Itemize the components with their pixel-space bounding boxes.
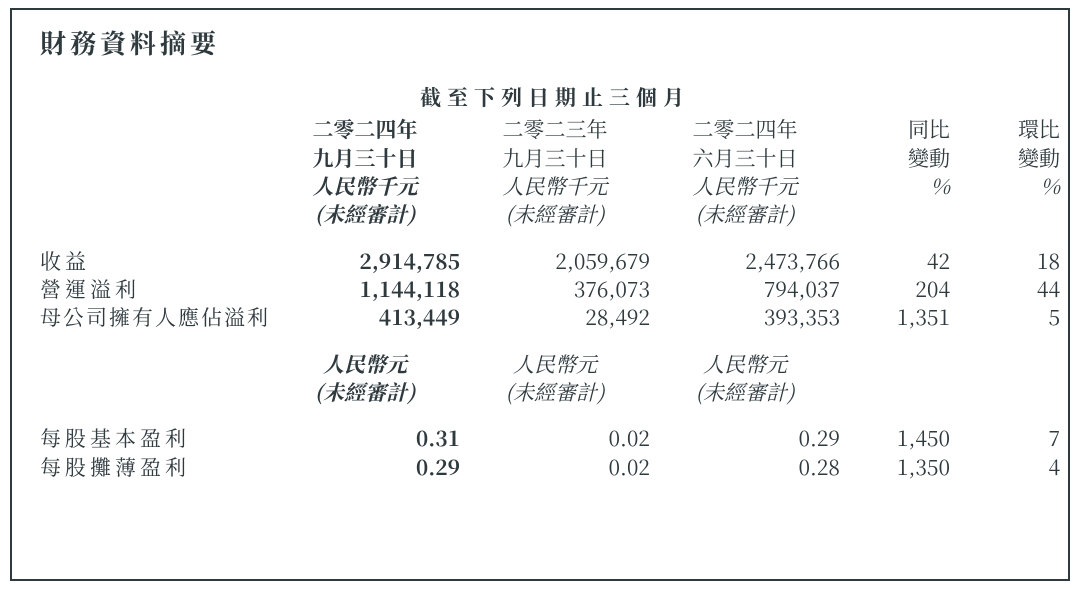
- cell-value: 5: [950, 303, 1060, 331]
- sub-col-a-unit: 人民幣元: [270, 350, 460, 378]
- col-d-label1: 同比: [840, 115, 950, 143]
- col-c-note: (未經審計): [650, 200, 840, 228]
- cell-value: 0.02: [460, 424, 650, 452]
- col-b-unit: 人民幣千元: [460, 172, 650, 200]
- table-row: 母公司擁有人應佔溢利 413,449 28,492 393,353 1,351 …: [40, 303, 1060, 331]
- header-row-note: (未經審計) (未經審計) (未經審計): [40, 200, 1060, 228]
- table-row: 收益 2,914,785 2,059,679 2,473,766 42 18: [40, 247, 1060, 275]
- sub-col-c-unit: 人民幣元: [650, 350, 840, 378]
- cell-value: 28,492: [460, 303, 650, 331]
- cell-value: 4: [950, 453, 1060, 481]
- cell-value: 7: [950, 424, 1060, 452]
- col-c-date: 六月三十日: [650, 144, 840, 172]
- sub-col-c-note: (未經審計): [650, 378, 840, 406]
- cell-value: 2,914,785: [270, 247, 460, 275]
- header-row-year: 二零二四年 二零二三年 二零二四年 同比 環比: [40, 115, 1060, 143]
- financial-table: 截至下列日期止三個月 二零二四年 二零二三年 二零二四年 同比 環比 九月三十日…: [40, 83, 1060, 481]
- cell-value: 18: [950, 247, 1060, 275]
- cell-value: 1,144,118: [270, 275, 460, 303]
- cell-value: 1,350: [840, 453, 950, 481]
- sub-col-b-note: (未經審計): [460, 378, 650, 406]
- col-d-unit: %: [840, 172, 950, 200]
- col-a-unit: 人民幣千元: [270, 172, 460, 200]
- cell-value: 2,059,679: [460, 247, 650, 275]
- cell-value: 2,473,766: [650, 247, 840, 275]
- cell-value: 794,037: [650, 275, 840, 303]
- table-row: 每股攤薄盈利 0.29 0.02 0.28 1,350 4: [40, 453, 1060, 481]
- row-label: 每股攤薄盈利: [40, 453, 270, 481]
- cell-value: 204: [840, 275, 950, 303]
- document-frame: 財務資料摘要 截至下列日期止三個月 二零二四年 二零二三年 二零二四年 同比 環…: [10, 8, 1070, 581]
- table-row: 每股基本盈利 0.31 0.02 0.29 1,450 7: [40, 424, 1060, 452]
- col-c-year: 二零二四年: [650, 115, 840, 143]
- cell-value: 413,449: [270, 303, 460, 331]
- header-row-unit: 人民幣千元 人民幣千元 人民幣千元 % %: [40, 172, 1060, 200]
- page-title: 財務資料摘要: [40, 24, 1040, 61]
- col-b-year: 二零二三年: [460, 115, 650, 143]
- col-c-unit: 人民幣千元: [650, 172, 840, 200]
- cell-value: 0.28: [650, 453, 840, 481]
- row-label: 營運溢利: [40, 275, 270, 303]
- cell-value: 1,450: [840, 424, 950, 452]
- cell-value: 0.02: [460, 453, 650, 481]
- header-row-span: 截至下列日期止三個月: [40, 83, 1060, 115]
- col-b-note: (未經審計): [460, 200, 650, 228]
- sub-col-a-note: (未經審計): [270, 378, 460, 406]
- page: 財務資料摘要 截至下列日期止三個月 二零二四年 二零二三年 二零二四年 同比 環…: [0, 0, 1080, 589]
- row-label: 每股基本盈利: [40, 424, 270, 452]
- col-a-year: 二零二四年: [270, 115, 460, 143]
- cell-value: 0.29: [650, 424, 840, 452]
- cell-value: 0.31: [270, 424, 460, 452]
- col-d-label2: 變動: [840, 144, 950, 172]
- cell-value: 44: [950, 275, 1060, 303]
- cell-value: 1,351: [840, 303, 950, 331]
- cell-value: 42: [840, 247, 950, 275]
- col-e-label1: 環比: [950, 115, 1060, 143]
- sub-col-b-unit: 人民幣元: [460, 350, 650, 378]
- row-label: 收益: [40, 247, 270, 275]
- col-b-date: 九月三十日: [460, 144, 650, 172]
- col-a-note: (未經審計): [270, 200, 460, 228]
- cell-value: 376,073: [460, 275, 650, 303]
- cell-value: 393,353: [650, 303, 840, 331]
- col-a-date: 九月三十日: [270, 144, 460, 172]
- subheader-row-note: (未經審計) (未經審計) (未經審計): [40, 378, 1060, 406]
- col-e-label2: 變動: [950, 144, 1060, 172]
- cell-value: 0.29: [270, 453, 460, 481]
- col-e-unit: %: [950, 172, 1060, 200]
- row-label: 母公司擁有人應佔溢利: [40, 303, 270, 331]
- period-span-header: 截至下列日期止三個月: [270, 83, 840, 115]
- subheader-row-unit: 人民幣元 人民幣元 人民幣元: [40, 350, 1060, 378]
- table-row: 營運溢利 1,144,118 376,073 794,037 204 44: [40, 275, 1060, 303]
- header-row-date: 九月三十日 九月三十日 六月三十日 變動 變動: [40, 144, 1060, 172]
